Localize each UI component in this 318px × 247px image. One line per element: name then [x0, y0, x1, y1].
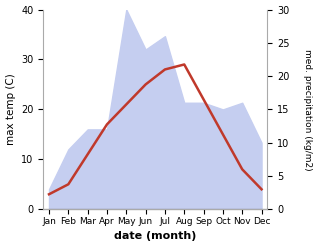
X-axis label: date (month): date (month)	[114, 231, 197, 242]
Y-axis label: med. precipitation (kg/m2): med. precipitation (kg/m2)	[303, 49, 313, 170]
Y-axis label: max temp (C): max temp (C)	[5, 74, 16, 145]
